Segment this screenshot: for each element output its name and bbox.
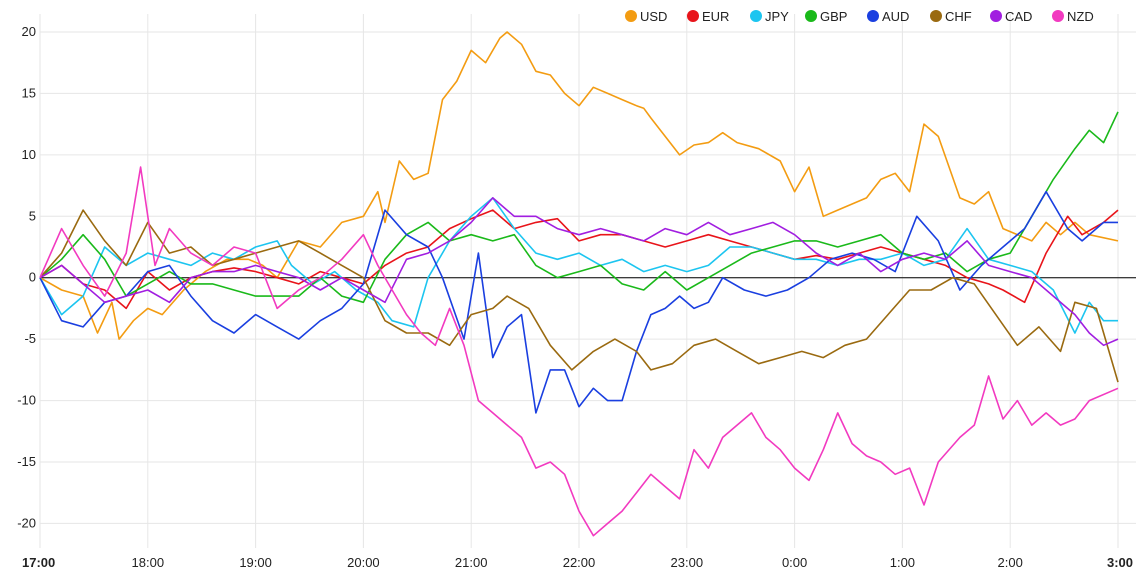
- legend-swatch: [1052, 10, 1064, 22]
- series-line-aud: [39, 190, 1118, 414]
- series-line-chf: [39, 209, 1119, 383]
- x-axis: 17:00 18:00 19:00 20:00 21:00 22:00 23:00 0:00 1…: [22, 555, 1133, 570]
- y-tick-label: 10: [22, 147, 36, 162]
- legend-label: EUR: [702, 9, 729, 24]
- x-tick-label: 23:00: [671, 555, 704, 570]
- legend-item-eur[interactable]: EUR: [687, 9, 729, 24]
- x-tick-label: 22:00: [563, 555, 596, 570]
- x-tick-label: 20:00: [347, 555, 380, 570]
- x-tick-label: 18:00: [132, 555, 165, 570]
- y-tick-label: -20: [17, 515, 36, 530]
- legend-label: AUD: [882, 9, 909, 24]
- series-lines: [39, 31, 1119, 537]
- y-tick-label: 0: [29, 270, 36, 285]
- legend-swatch: [867, 10, 879, 22]
- legend-label: NZD: [1067, 9, 1094, 24]
- y-tick-label: 20: [22, 24, 36, 39]
- series-line-gbp: [39, 111, 1119, 304]
- y-axis: 20 15 10 5 0 -5 -10 -15 -20: [17, 24, 36, 530]
- legend-swatch: [805, 10, 817, 22]
- legend: USD EUR JPY GBP AUD CHF CAD NZD: [625, 9, 1094, 24]
- series-line-nzd: [39, 166, 1119, 537]
- legend-label: GBP: [820, 9, 847, 24]
- legend-label: CHF: [945, 9, 972, 24]
- legend-swatch: [687, 10, 699, 22]
- legend-swatch: [625, 10, 637, 22]
- x-tick-label: 17:00: [22, 555, 55, 570]
- x-tick-label: 3:00: [1107, 555, 1133, 570]
- legend-item-aud[interactable]: AUD: [867, 9, 909, 24]
- legend-swatch: [930, 10, 942, 22]
- series-line-jpy: [39, 197, 1118, 334]
- series-line-cad: [39, 197, 1119, 347]
- x-tick-label: 1:00: [890, 555, 915, 570]
- x-tick-label: 0:00: [782, 555, 807, 570]
- x-tick-label: 21:00: [455, 555, 488, 570]
- series-line-usd: [39, 31, 1119, 340]
- y-tick-label: -10: [17, 393, 36, 408]
- x-tick-label: 2:00: [998, 555, 1023, 570]
- y-tick-label: -5: [24, 331, 36, 346]
- legend-item-chf[interactable]: CHF: [930, 9, 972, 24]
- legend-item-jpy[interactable]: JPY: [750, 9, 789, 24]
- legend-label: USD: [640, 9, 667, 24]
- y-tick-label: -15: [17, 454, 36, 469]
- y-tick-label: 15: [22, 85, 36, 100]
- series-line-eur: [39, 209, 1119, 310]
- legend-item-nzd[interactable]: NZD: [1052, 9, 1094, 24]
- legend-swatch: [990, 10, 1002, 22]
- y-tick-label: 5: [29, 208, 36, 223]
- legend-item-gbp[interactable]: GBP: [805, 9, 847, 24]
- legend-label: JPY: [765, 9, 789, 24]
- legend-swatch: [750, 10, 762, 22]
- legend-item-usd[interactable]: USD: [625, 9, 667, 24]
- legend-label: CAD: [1005, 9, 1032, 24]
- x-tick-label: 19:00: [239, 555, 272, 570]
- legend-item-cad[interactable]: CAD: [990, 9, 1032, 24]
